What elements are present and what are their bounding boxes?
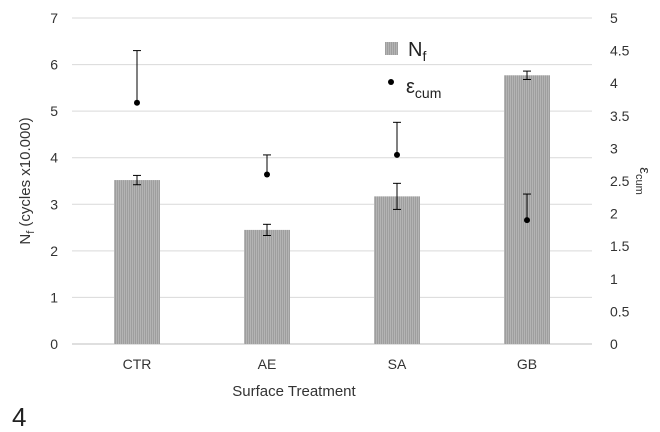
data-point	[394, 151, 400, 158]
x-axis-tick-labels: CTR AE SA GB	[123, 356, 538, 372]
point-with-error	[393, 121, 401, 158]
left-tick-label: 1	[50, 289, 58, 305]
left-tick-label: 3	[50, 196, 58, 212]
y-axis-title-right-sub: cum	[633, 174, 645, 195]
x-axis-title: Surface Treatment	[232, 383, 356, 400]
legend-label-ecum-sub: cum	[415, 85, 441, 101]
bar-series-nf	[114, 75, 550, 344]
left-tick-label: 4	[50, 150, 58, 166]
x-tick-label: CTR	[123, 356, 152, 372]
left-tick-label: 7	[50, 10, 58, 26]
right-tick-label: 1.5	[610, 238, 630, 254]
bar	[244, 229, 290, 344]
point-with-error	[133, 50, 141, 106]
data-point	[524, 217, 530, 224]
legend-swatch-ecum	[388, 79, 394, 85]
right-tick-label: 5	[610, 10, 618, 26]
point-with-error	[263, 154, 271, 178]
left-tick-label: 6	[50, 57, 58, 73]
data-point	[134, 99, 140, 106]
left-axis-tick-labels: 0 1 2 3 4 5 6 7	[50, 10, 58, 352]
bar-error-bars	[133, 70, 531, 236]
right-tick-label: 3.5	[610, 108, 630, 124]
error-bar	[263, 223, 271, 236]
x-tick-label: GB	[517, 356, 537, 372]
left-tick-label: 0	[50, 336, 58, 352]
right-axis-tick-labels: 0 0.5 1 1.5 2 2.5 3 3.5 4 4.5 5	[610, 10, 630, 352]
right-tick-label: 4	[610, 75, 618, 91]
right-tick-label: 0.5	[610, 303, 630, 319]
point-series-ecum	[133, 50, 531, 224]
left-tick-label: 2	[50, 243, 58, 259]
point-with-error	[523, 193, 531, 224]
error-bar	[133, 174, 141, 186]
x-tick-label: SA	[388, 356, 407, 372]
error-bar	[393, 182, 401, 210]
right-tick-label: 2	[610, 206, 618, 222]
right-tick-label: 0	[610, 336, 618, 352]
right-tick-label: 2.5	[610, 173, 630, 189]
left-tick-label: 5	[50, 103, 58, 119]
legend-label-ecum-base: ε	[406, 76, 415, 98]
legend-swatch-nf	[385, 42, 398, 55]
x-tick-label: AE	[258, 356, 277, 372]
legend-label-nf-base: N	[408, 39, 422, 61]
right-tick-label: 3	[610, 140, 618, 156]
error-bar	[523, 70, 531, 80]
y-axis-title-left-sub: f	[25, 230, 37, 234]
y-axis-title-left: Nf (cycles x10.000)	[17, 117, 37, 244]
right-tick-label: 4.5	[610, 43, 630, 59]
y-axis-title-right: εcum	[633, 167, 653, 194]
legend-label-nf-sub: f	[422, 48, 426, 64]
data-point	[264, 171, 270, 178]
y-axis-title-left-suffix: (cycles x10.000)	[17, 117, 34, 230]
legend-label-ecum: εcum	[406, 76, 441, 101]
legend-label-nf: Nf	[408, 39, 426, 64]
legend: Nf εcum	[385, 39, 441, 101]
y-axis-title-right-base: ε	[636, 167, 653, 174]
bar	[374, 196, 420, 344]
figure-number: 4	[12, 402, 26, 432]
right-tick-label: 1	[610, 271, 618, 287]
bar	[114, 180, 160, 344]
y-axis-title-left-base: N	[17, 234, 34, 245]
